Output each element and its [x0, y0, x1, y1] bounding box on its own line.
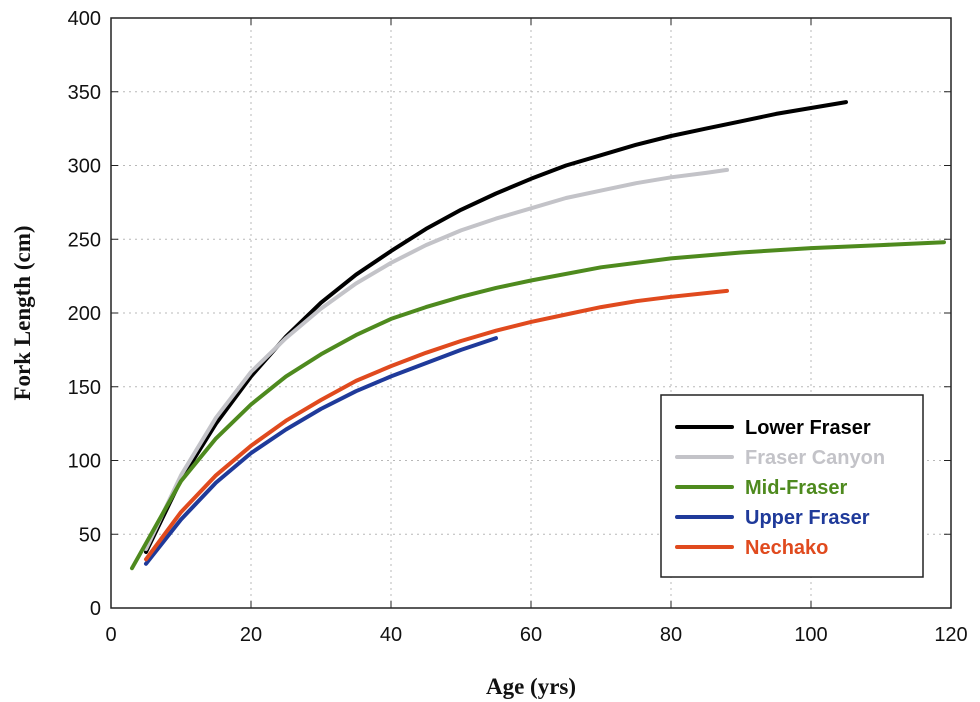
x-tick-label: 0 [105, 624, 116, 646]
x-tick-label: 20 [240, 624, 262, 646]
x-axis-title: Age (yrs) [486, 674, 576, 699]
y-tick-label: 250 [68, 229, 101, 251]
series-lines [130, 100, 946, 571]
legend: Lower Fraser Fraser Canyon Mid-Fraser Upper… [660, 394, 924, 578]
legend-label-fraser-canyon: Fraser Canyon [745, 447, 885, 469]
legend-label-upper-fraser: Upper Fraser [745, 507, 870, 529]
y-tick-label: 0 [90, 598, 101, 620]
legend-label-lower-fraser: Lower Fraser [745, 417, 871, 439]
legend-label-nechako: Nechako [745, 537, 828, 559]
x-tick-label: 100 [794, 624, 827, 646]
legend-label-mid-fraser: Mid-Fraser [745, 477, 847, 499]
y-tick-label: 50 [79, 524, 101, 546]
x-tick-label: 40 [380, 624, 402, 646]
series-line-mid-fraser [130, 240, 946, 571]
series-line-upper-fraser [144, 336, 498, 566]
y-tick-label: 200 [68, 303, 101, 325]
axis-ticks: 0 20 40 60 80 100 120 0 50 100 150 200 250 300 350 400 [68, 8, 968, 646]
gridlines [111, 18, 951, 608]
y-tick-label: 400 [68, 8, 101, 30]
x-tick-label: 80 [660, 624, 682, 646]
x-tick-label: 60 [520, 624, 542, 646]
y-tick-label: 350 [68, 82, 101, 104]
y-tick-label: 100 [68, 451, 101, 473]
series-line-fraser-canyon [144, 167, 729, 551]
x-tick-label: 120 [934, 624, 967, 646]
y-tick-label: 300 [68, 156, 101, 178]
y-axis-title: Fork Length (cm) [10, 225, 35, 400]
y-tick-label: 150 [68, 377, 101, 399]
series-line-nechako [144, 288, 729, 562]
